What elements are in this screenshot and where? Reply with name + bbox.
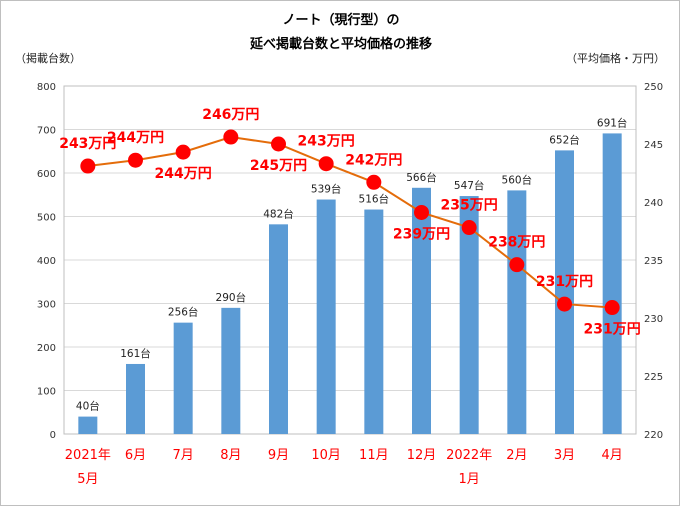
price-marker <box>318 156 334 172</box>
bar <box>507 190 527 434</box>
price-marker <box>557 296 572 312</box>
left-axis-tick-label: 500 <box>37 213 56 224</box>
category-label: 10月 <box>311 448 341 463</box>
category-label: 6月 <box>125 448 146 463</box>
bar-data-label: 516台 <box>359 193 390 206</box>
category-label: 1月 <box>459 472 480 487</box>
bar-data-label: 652台 <box>549 133 580 146</box>
right-axis-tick-label: 235 <box>644 256 663 267</box>
left-axis-tick-label: 600 <box>37 169 56 180</box>
bar <box>602 133 622 435</box>
left-axis-tick-label: 0 <box>50 430 56 441</box>
bar-data-label: 547台 <box>454 179 485 192</box>
category-label: 11月 <box>359 448 389 463</box>
right-axis-title: （平均価格・万円） <box>566 52 665 65</box>
category-label: 3月 <box>554 448 575 463</box>
bar <box>412 187 431 434</box>
bar <box>269 224 288 434</box>
bar-data-label: 482台 <box>263 207 294 220</box>
right-axis-tick-label: 240 <box>644 198 663 209</box>
bar-data-label: 161台 <box>120 347 151 360</box>
price-marker <box>509 257 525 273</box>
chart-title-line1: ノート（現行型）の <box>282 13 400 28</box>
price-marker <box>80 158 96 174</box>
bar <box>126 363 145 434</box>
right-axis-tick-label: 225 <box>644 372 663 383</box>
price-marker <box>604 300 620 316</box>
price-marker <box>461 220 477 236</box>
bar-data-label: 539台 <box>311 183 342 196</box>
right-axis-tick-label: 230 <box>644 314 663 325</box>
bar-data-label: 566台 <box>406 171 437 184</box>
category-label: 2021年 <box>65 448 111 463</box>
price-data-label: 239万円 <box>393 226 450 242</box>
price-marker <box>271 136 286 152</box>
price-data-label: 231万円 <box>536 274 593 290</box>
bar <box>364 209 384 434</box>
price-marker <box>414 204 429 220</box>
plot-area-border <box>63 85 637 435</box>
price-marker <box>223 129 239 145</box>
category-label: 2月 <box>506 448 527 463</box>
price-marker <box>366 174 382 190</box>
left-axis-title: （掲載台数） <box>15 52 81 65</box>
bar-data-label: 691台 <box>597 116 628 129</box>
price-data-label: 235万円 <box>441 198 498 214</box>
price-data-label: 243万円 <box>298 134 355 150</box>
price-data-label: 244万円 <box>107 130 164 146</box>
price-data-label: 238万円 <box>488 235 545 251</box>
bar <box>316 199 336 434</box>
left-axis-tick-label: 700 <box>37 126 56 137</box>
category-label: 9月 <box>268 448 289 463</box>
category-label: 12月 <box>407 448 437 463</box>
left-axis-tick-label: 400 <box>37 256 56 267</box>
price-marker <box>128 152 143 168</box>
price-data-label: 244万円 <box>155 166 212 182</box>
left-axis-tick-label: 300 <box>37 300 56 311</box>
left-axis-tick-label: 100 <box>37 387 56 398</box>
price-data-label: 245万円 <box>250 158 307 174</box>
bar-data-label: 256台 <box>168 306 199 319</box>
category-label: 8月 <box>220 448 241 463</box>
bar <box>173 322 193 434</box>
category-label: 7月 <box>173 448 194 463</box>
bar <box>459 196 479 434</box>
left-axis-tick-label: 800 <box>37 82 56 93</box>
bar <box>555 150 574 434</box>
category-label: 5月 <box>77 472 98 487</box>
left-axis-tick-label: 200 <box>37 343 56 354</box>
right-axis-tick-label: 220 <box>644 430 663 441</box>
category-label: 2022年 <box>446 448 492 463</box>
bar-data-label: 40台 <box>76 400 100 413</box>
price-data-label: 246万円 <box>202 107 259 123</box>
right-axis-tick-label: 250 <box>644 82 663 93</box>
bar-data-label: 560台 <box>502 173 533 186</box>
bar <box>221 307 241 434</box>
price-data-label: 242万円 <box>345 152 402 168</box>
price-marker <box>175 144 191 160</box>
category-label: 4月 <box>602 448 623 463</box>
bar <box>78 416 98 434</box>
price-data-label: 243万円 <box>59 136 116 152</box>
chart-title-line2: 延べ掲載台数と平均価格の推移 <box>249 37 432 52</box>
price-line <box>87 136 613 309</box>
price-data-label: 231万円 <box>584 322 641 338</box>
bar-data-label: 290台 <box>216 291 247 304</box>
right-axis-tick-label: 245 <box>644 140 663 151</box>
